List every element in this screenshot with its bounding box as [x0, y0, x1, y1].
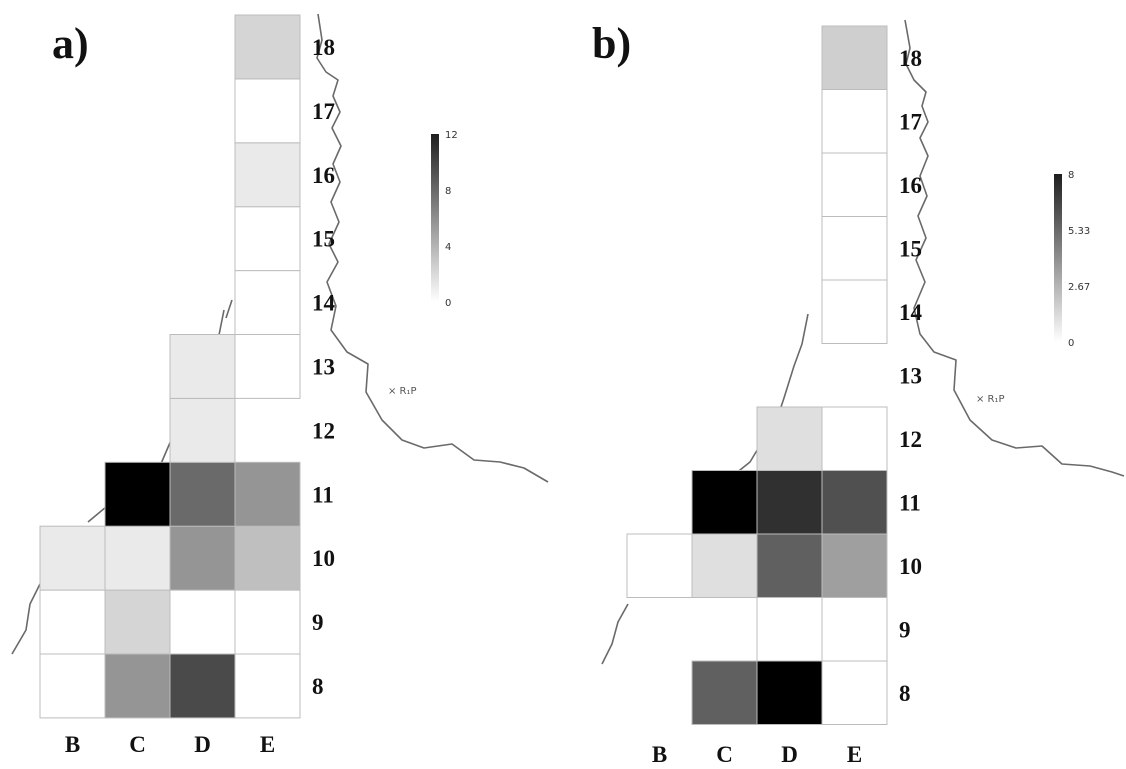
colorbar-tick-5.33: 5.33 [1068, 226, 1090, 237]
row-label-8: 8 [312, 674, 324, 699]
heat-cell-E12 [821, 406, 888, 471]
row-label-12: 12 [312, 418, 335, 443]
heat-cell-D13 [169, 334, 236, 399]
heat-cell-E8 [821, 660, 888, 725]
colorbar-gradient-b [1054, 174, 1062, 342]
heat-cell-E18 [234, 14, 301, 80]
heat-cell-E10 [821, 533, 888, 598]
colorbar-tick-0: 0 [1068, 338, 1074, 349]
heat-cell-E17 [821, 89, 888, 154]
river-line-a [316, 13, 549, 483]
row-label-16: 16 [312, 163, 335, 188]
heat-cell-D9 [169, 589, 236, 655]
column-label-E: E [260, 732, 275, 757]
colorbar-tick-8: 8 [1068, 170, 1074, 181]
heat-cell-D10 [169, 525, 236, 591]
heat-cell-E17 [234, 78, 301, 144]
heat-cell-B8 [39, 653, 106, 719]
heat-cell-E15 [821, 216, 888, 281]
heat-cell-B10 [626, 533, 693, 598]
row-label-18: 18 [899, 46, 922, 71]
row-label-13: 13 [899, 363, 922, 388]
column-label-B: B [65, 732, 80, 757]
row-label-9: 9 [312, 610, 324, 635]
colorbar-tick-2.67: 2.67 [1068, 282, 1090, 293]
panel-b: × R₁P 8 9 10 11 12 13 14 15 16 17 18 B C D E b) 8 5.33… [592, 19, 1125, 767]
row-label-16: 16 [899, 173, 922, 198]
heat-cell-E11 [234, 461, 301, 527]
heat-cell-B9 [39, 589, 106, 655]
colorbar-tick-12: 12 [445, 130, 458, 141]
heat-cell-D12 [169, 397, 236, 463]
row-labels-b: 8 9 10 11 12 13 14 15 16 17 18 [899, 46, 923, 706]
heat-cell-E14 [234, 270, 301, 336]
row-label-11: 11 [312, 482, 334, 507]
heat-cell-C10 [104, 525, 171, 591]
colorbar-b: 8 5.33 2.67 0 [1054, 170, 1090, 349]
heat-cell-C10 [691, 533, 758, 598]
heat-cell-E9 [234, 589, 301, 655]
heat-cell-E11 [821, 470, 888, 535]
heat-cell-E14 [821, 279, 888, 344]
panel-a: × R₁P 8 9 10 11 12 13 14 15 16 17 18 B C D E a) 12 8 4 0 [11, 13, 549, 757]
colorbar-tick-4: 4 [445, 242, 451, 253]
river-line-b [904, 19, 1125, 477]
column-labels-a: B C D E [65, 732, 275, 757]
row-label-10: 10 [899, 554, 922, 579]
heat-cell-E8 [234, 653, 301, 719]
row-label-13: 13 [312, 354, 335, 379]
column-label-E: E [847, 742, 862, 767]
panel-label-b: b) [592, 19, 631, 68]
column-label-C: C [129, 732, 146, 757]
heat-cell-D8 [756, 660, 823, 725]
heat-cell-B10 [39, 525, 106, 591]
heat-cell-E16 [234, 142, 301, 208]
map-marker-label: × R₁P [388, 386, 417, 397]
column-label-C: C [716, 742, 733, 767]
row-label-14: 14 [899, 300, 923, 325]
heat-cell-C9 [104, 589, 171, 655]
heat-cell-E13 [234, 334, 301, 399]
row-label-15: 15 [899, 236, 922, 261]
heat-cell-D11 [756, 470, 823, 535]
row-label-17: 17 [312, 99, 335, 124]
cells-b [626, 25, 888, 725]
map-marker-label-b: × R₁P [976, 394, 1005, 405]
row-label-18: 18 [312, 35, 335, 60]
heat-cell-C11 [691, 470, 758, 535]
colorbar-tick-0: 0 [445, 298, 451, 309]
row-label-8: 8 [899, 681, 911, 706]
heat-cell-D9 [756, 597, 823, 662]
heat-cell-D10 [756, 533, 823, 598]
row-label-9: 9 [899, 617, 911, 642]
colorbar-gradient-a [431, 134, 439, 302]
colorbar-tick-8: 8 [445, 186, 451, 197]
row-label-17: 17 [899, 109, 922, 134]
heat-cell-C8 [691, 660, 758, 725]
heat-cell-C11 [104, 461, 171, 527]
heat-cell-E18 [821, 25, 888, 90]
column-label-B: B [652, 742, 667, 767]
row-label-14: 14 [312, 291, 336, 316]
row-label-10: 10 [312, 546, 335, 571]
heat-cell-E15 [234, 206, 301, 272]
heat-cell-C8 [104, 653, 171, 719]
heat-cell-D8 [169, 653, 236, 719]
panel-label-a: a) [52, 19, 89, 68]
heat-cell-E9 [821, 597, 888, 662]
heat-cell-D11 [169, 461, 236, 527]
heat-cell-D12 [756, 406, 823, 471]
row-label-15: 15 [312, 227, 335, 252]
row-label-12: 12 [899, 427, 922, 452]
column-labels-b: B C D E [652, 742, 862, 767]
row-labels-a: 8 9 10 11 12 13 14 15 16 17 18 [312, 35, 336, 699]
cells-a [39, 14, 301, 719]
row-label-11: 11 [899, 490, 921, 515]
column-label-D: D [194, 732, 211, 757]
column-label-D: D [781, 742, 798, 767]
colorbar-a: 12 8 4 0 [431, 130, 458, 309]
heat-cell-E16 [821, 152, 888, 217]
heat-cell-E10 [234, 525, 301, 591]
